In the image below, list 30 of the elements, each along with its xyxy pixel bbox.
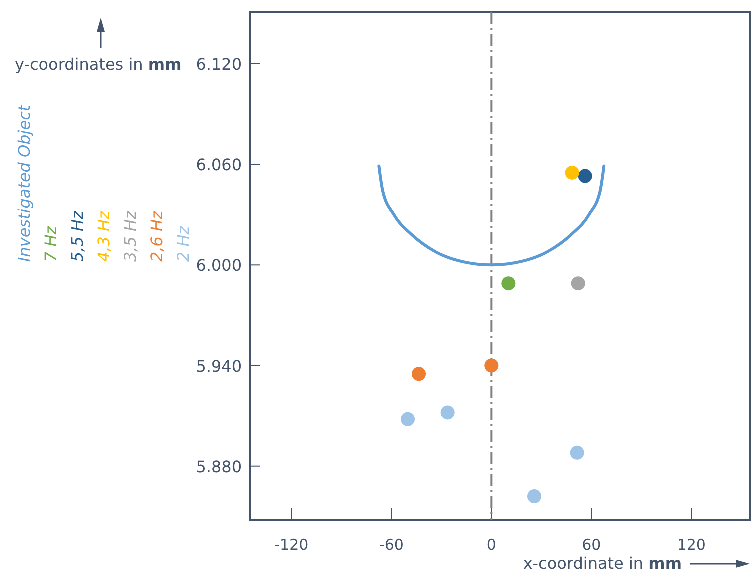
point	[502, 276, 516, 291]
line-series	[378, 164, 606, 267]
y-axis-title: y-coordinates in mm	[15, 55, 182, 74]
point	[440, 406, 455, 420]
text: 2 Hz	[174, 226, 193, 262]
point	[570, 446, 584, 460]
x-tick-label: 0	[486, 536, 496, 554]
point	[578, 169, 592, 184]
point	[401, 412, 415, 426]
x-tick-label: 60	[582, 536, 602, 554]
text: 2,6 Hz	[148, 210, 166, 262]
text: 7 Hz	[42, 226, 60, 262]
text: 5,5 Hz	[68, 210, 87, 262]
point	[528, 490, 542, 504]
x-tick-label: -60	[379, 536, 404, 554]
point	[565, 166, 580, 180]
text: Investigated Object	[15, 104, 34, 262]
y-tick-label: 5.880	[196, 457, 242, 476]
x-tick-label: 120	[677, 536, 706, 554]
y-tick-label: 5.940	[196, 356, 242, 376]
y-tick-label: 6.120	[196, 54, 242, 74]
text: 3,5 Hz	[121, 210, 140, 262]
x-axis-title: x-coordinate in mm	[523, 554, 682, 573]
point	[412, 367, 426, 382]
y-tick-label: 6.060	[196, 156, 242, 175]
text: 4,3 Hz	[94, 210, 114, 262]
point	[484, 358, 499, 373]
point	[571, 276, 586, 291]
x-tick-label: -120	[274, 536, 309, 554]
y-tick-label: 6.000	[196, 256, 242, 276]
